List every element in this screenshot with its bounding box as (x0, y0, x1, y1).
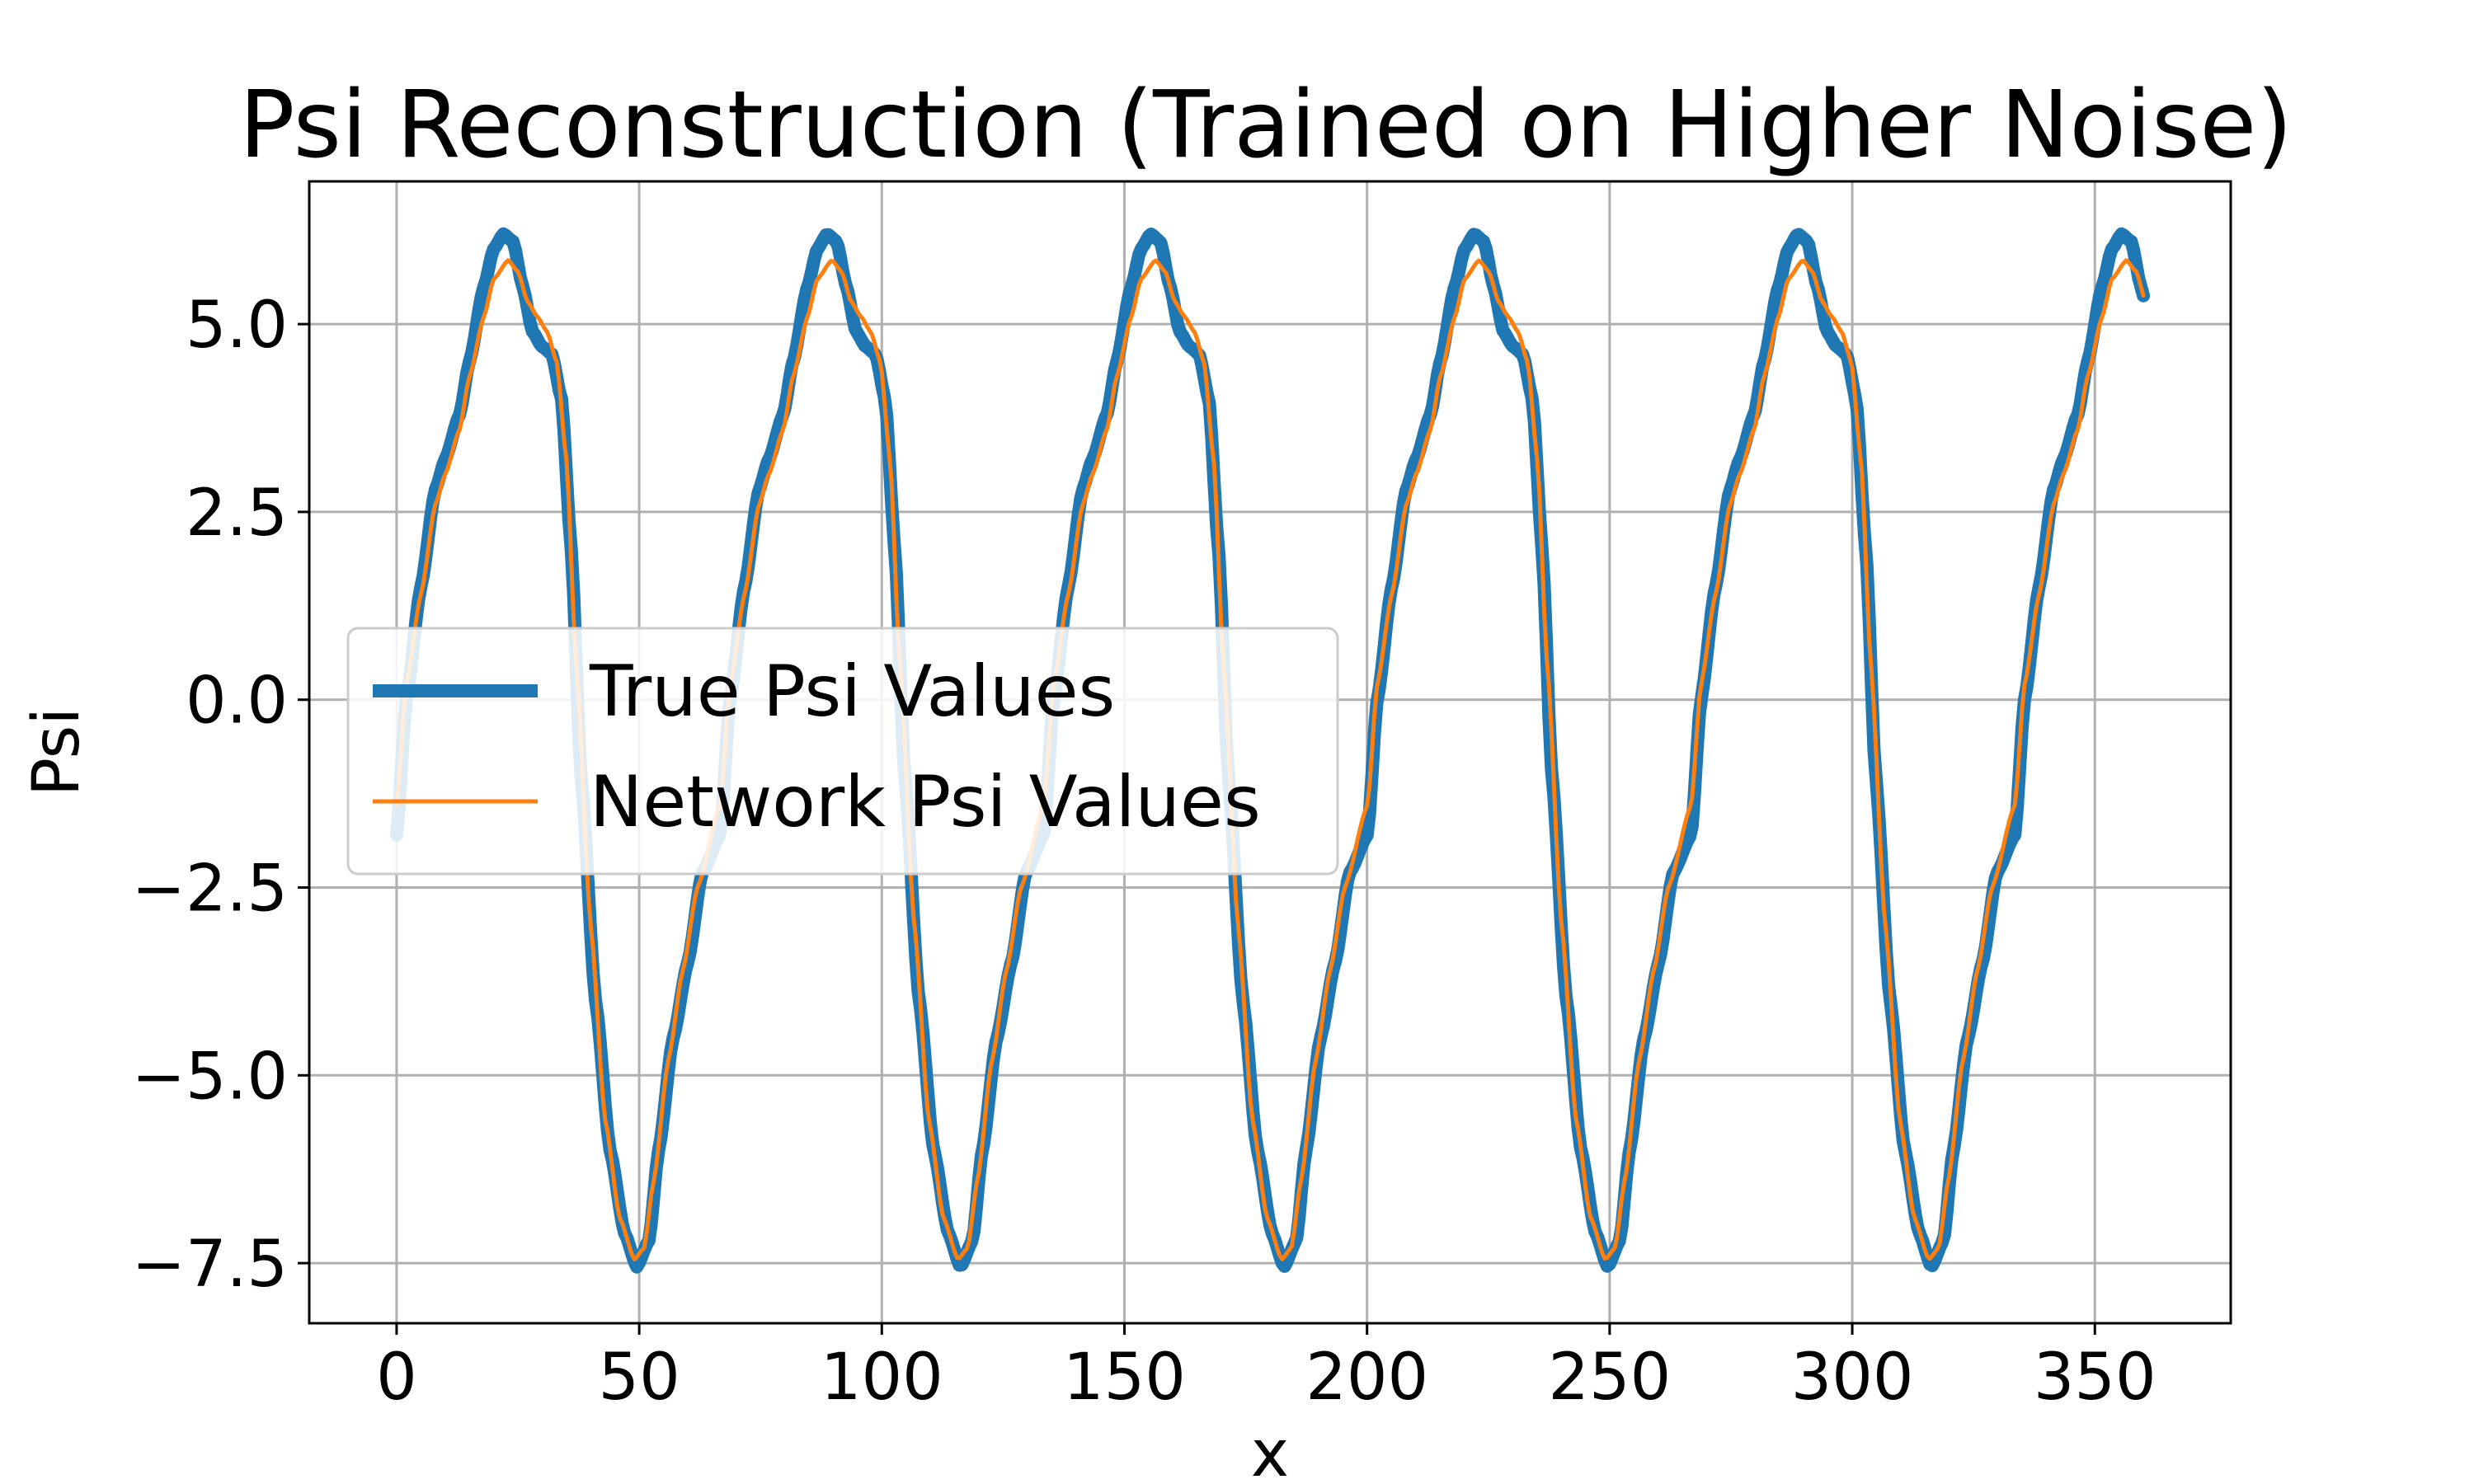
x-tick-label: 100 (821, 1341, 943, 1415)
series-line-network-psi (394, 258, 2146, 1261)
x-axis: 0 50 100 150 200 250 300 350 (376, 1323, 2157, 1415)
x-tick-label: 0 (376, 1341, 417, 1415)
series-layer (389, 227, 2151, 1274)
x-tick-label: 300 (1791, 1341, 1914, 1415)
plot-area (389, 227, 2151, 1274)
y-axis: 5.0 2.5 0.0 −2.5 −5.0 −7.5 (132, 289, 309, 1302)
x-axis-label: x (1251, 1417, 1289, 1484)
x-tick-label: 200 (1305, 1341, 1428, 1415)
y-tick-label: −7.5 (132, 1228, 288, 1302)
y-axis-label: Psi (20, 707, 94, 796)
legend-box (346, 627, 1339, 876)
x-tick-label: 250 (1548, 1341, 1671, 1415)
x-tick-label: 150 (1063, 1341, 1186, 1415)
legend-label-true: True Psi Values (589, 650, 1115, 733)
y-tick-label: −5.0 (132, 1040, 288, 1114)
chart-title: Psi Reconstruction (Trained on Higher No… (239, 72, 2293, 179)
legend: True Psi Values Network Psi Values (346, 627, 1339, 876)
y-tick-label: 5.0 (186, 289, 288, 363)
plot-frame (308, 180, 2232, 1325)
y-tick-label: 2.5 (186, 477, 288, 551)
y-tick-label: 0.0 (186, 665, 288, 739)
legend-label-network: Network Psi Values (590, 761, 1261, 843)
x-tick-label: 50 (598, 1341, 680, 1415)
y-tick-label: −2.5 (132, 852, 288, 927)
x-tick-label: 350 (2034, 1341, 2157, 1415)
